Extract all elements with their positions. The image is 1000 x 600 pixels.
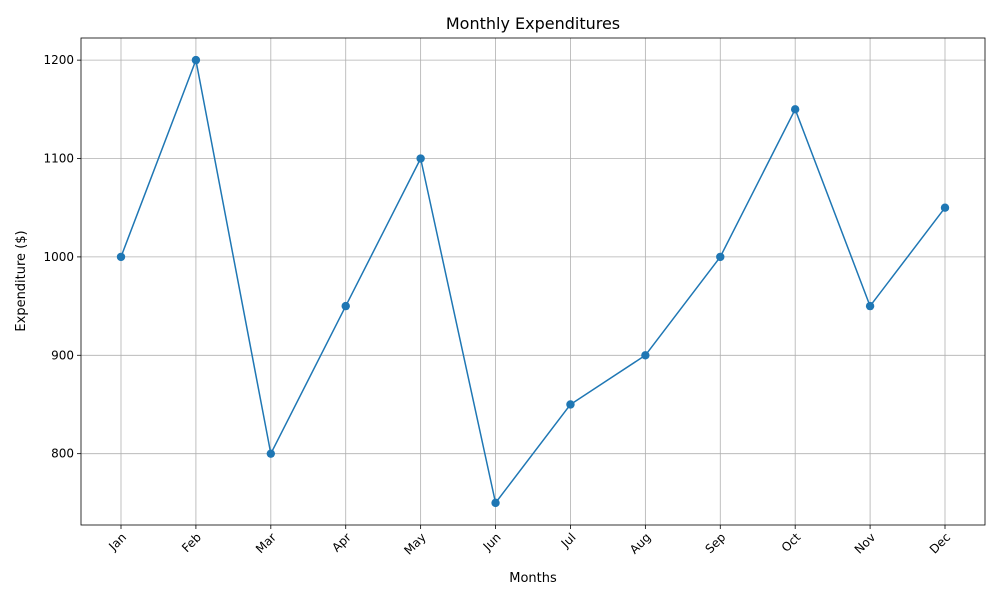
series-line <box>120 59 946 504</box>
y-tick-label: 1200 <box>43 53 74 67</box>
x-tick-label: Sep <box>702 530 728 556</box>
x-tick-label: Mar <box>253 530 279 556</box>
x-tick-label: Apr <box>329 530 354 555</box>
data-point-may <box>416 154 425 163</box>
data-point-aug <box>641 351 650 360</box>
x-tick-label: Jun <box>480 530 504 554</box>
x-tick-label: May <box>401 530 428 557</box>
plot-frame <box>80 37 986 526</box>
x-tick-label: Nov <box>852 530 878 556</box>
grid <box>81 38 985 525</box>
x-tick-label: Feb <box>179 530 204 555</box>
x-tick-label: Aug <box>627 530 653 556</box>
chart-title: Monthly Expenditures <box>446 14 620 33</box>
y-tick-label: 1000 <box>43 250 74 264</box>
x-tick-label: Oct <box>779 530 804 555</box>
y-tick-label: 900 <box>51 348 74 362</box>
data-point-dec <box>940 203 950 212</box>
data-point-apr <box>341 301 350 311</box>
y-axis-label: Expenditure ($) <box>14 230 29 331</box>
data-point-oct <box>790 105 800 114</box>
y-tick-label: 1100 <box>43 152 74 166</box>
data-point-jul <box>566 400 575 409</box>
series-layer <box>116 55 950 508</box>
x-axis-label: Months <box>509 571 557 586</box>
data-point-jan <box>116 252 126 262</box>
data-point-nov <box>865 301 875 311</box>
x-tick-label: Jul <box>558 530 579 551</box>
data-point-sep <box>716 252 725 262</box>
x-tick-label: Dec <box>927 530 953 556</box>
axes: Jan Feb Mar Apr May Jun Jul Aug Sep Oct Nov Dec 800 9… <box>43 37 986 558</box>
x-tick-label: Jan <box>105 530 129 554</box>
data-point-mar <box>266 449 276 458</box>
data-point-jun <box>491 498 500 508</box>
data-point-feb <box>191 55 201 65</box>
y-tick-label: 800 <box>51 447 74 461</box>
